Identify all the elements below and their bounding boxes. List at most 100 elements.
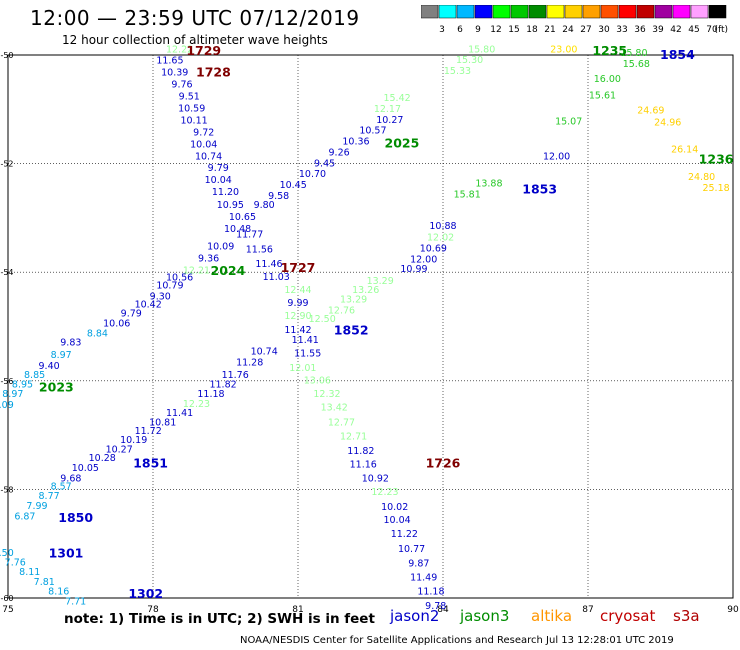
- legend-swatch: [546, 5, 565, 19]
- legend-swatch: [618, 5, 637, 19]
- wave-height-value: 10.04: [383, 515, 410, 526]
- pass-number-label: 1850: [58, 510, 93, 525]
- wave-height-value: 11.55: [294, 348, 321, 359]
- wave-height-value: 7.50: [0, 548, 14, 559]
- lon-tick-label: 78: [147, 605, 159, 615]
- wave-height-value: 9.79: [208, 163, 229, 174]
- credit-line: NOAA/NESDIS Center for Satellite Applica…: [240, 635, 674, 646]
- wave-height-value: 24.96: [654, 118, 681, 129]
- satellite-jason3-label: jason3: [460, 607, 510, 625]
- wave-height-value: 11.76: [222, 370, 249, 381]
- wave-height-value: 15.07: [555, 117, 582, 128]
- legend-label: 3: [439, 25, 445, 35]
- pass-number-label: 1301: [49, 545, 84, 560]
- wave-height-value: 10.48: [224, 224, 251, 235]
- wave-height-value: 8.11: [19, 567, 40, 578]
- legend-swatch: [636, 5, 655, 19]
- legend-swatch: [421, 5, 439, 19]
- legend-label: 30: [598, 25, 610, 35]
- pass-number-label: 1729: [186, 43, 221, 58]
- wave-height-value: 12.17: [374, 104, 401, 115]
- wave-height-value: 8.09: [0, 400, 14, 411]
- legend-swatch: [690, 5, 709, 19]
- wave-height-value: 25.18: [702, 183, 729, 194]
- wave-height-value: 10.28: [89, 453, 116, 464]
- satellite-s3a-label: s3a: [673, 607, 700, 625]
- wave-height-value: 10.99: [400, 264, 427, 275]
- wave-height-value: 13.42: [321, 403, 348, 414]
- wave-height-value: 8.77: [39, 491, 60, 502]
- wave-height-value: 9.76: [171, 80, 192, 91]
- wave-height-value: 16.00: [594, 74, 621, 85]
- wave-height-value: 10.19: [120, 435, 147, 446]
- lon-tick-label: 81: [292, 605, 303, 615]
- wave-height-value: 11.03: [263, 272, 290, 283]
- wave-height-value: 10.05: [72, 463, 99, 474]
- lon-tick-label: 90: [727, 605, 739, 615]
- pass-number-label: 1854: [660, 47, 695, 62]
- wave-height-value: 10.79: [156, 280, 183, 291]
- wave-height-value: 10.09: [207, 241, 234, 252]
- wave-height-value: 23.00: [550, 44, 577, 55]
- wave-height-value: 12.01: [289, 363, 316, 374]
- wave-height-value: 11.46: [255, 259, 282, 270]
- satellite-jason2-label: jason2: [390, 607, 440, 625]
- legend-label: 27: [580, 25, 591, 35]
- legend-label: 12: [490, 25, 501, 35]
- wave-height-value: 9.45: [314, 158, 335, 169]
- pass-number-label: 1236: [699, 152, 734, 167]
- wave-height-value: 10.92: [362, 473, 389, 484]
- wave-height-value: 11.16: [350, 460, 377, 471]
- wave-height-value: 10.69: [420, 244, 447, 255]
- wave-height-value: 15.30: [456, 55, 483, 66]
- wave-height-value: 13.29: [340, 295, 367, 306]
- wave-height-value: 10.74: [195, 151, 222, 162]
- wave-height-value: 12.23: [183, 399, 210, 410]
- wave-height-value: 9.26: [329, 147, 350, 158]
- legend-label: 42: [670, 25, 681, 35]
- wave-height-value: 8.97: [2, 389, 23, 400]
- wave-height-value: 13.29: [367, 276, 394, 287]
- pass-number-label: 1852: [334, 323, 369, 338]
- legend-label: 9: [475, 25, 481, 35]
- wave-height-value: 11.82: [209, 379, 236, 390]
- legend-swatch: [600, 5, 619, 19]
- lon-tick-label: 87: [582, 605, 593, 615]
- wave-height-value: 10.04: [205, 175, 232, 186]
- wave-height-value: 11.41: [166, 408, 193, 419]
- legend-swatch: [708, 5, 727, 19]
- wave-height-value: 11.22: [391, 529, 418, 540]
- wave-height-value: 10.45: [280, 180, 307, 191]
- lat-tick-label: -56: [0, 377, 13, 386]
- legend-swatch: [564, 5, 583, 19]
- lat-tick-label: -52: [0, 160, 13, 169]
- wave-height-value: 13.06: [304, 376, 331, 387]
- legend-swatch: [456, 5, 475, 19]
- wave-height-value: 7.71: [65, 597, 86, 608]
- legend-label: 21: [544, 25, 555, 35]
- wave-height-value: 11.77: [236, 229, 263, 240]
- wave-height-value: 9.30: [150, 291, 171, 302]
- pass-number-label: 1235: [592, 43, 627, 58]
- wave-height-value: 8.16: [48, 587, 69, 598]
- wave-height-value: 26.14: [671, 145, 698, 156]
- wave-height-value: 10.56: [166, 272, 193, 283]
- legend-label: 18: [526, 25, 538, 35]
- wave-height-value: 10.57: [359, 126, 386, 137]
- wave-height-value: 10.77: [398, 544, 425, 555]
- wave-height-value: 12.00: [410, 254, 437, 265]
- wave-height-value: 12.00: [543, 151, 570, 162]
- lat-tick-label: -58: [0, 485, 13, 494]
- pass-number-label: 2023: [39, 380, 74, 395]
- wave-height-value: 8.57: [51, 481, 72, 492]
- wave-height-value: 24.69: [637, 106, 664, 117]
- pass-number-label: 1726: [426, 456, 461, 471]
- wave-height-value: 9.72: [193, 127, 214, 138]
- page-subtitle: 12 hour collection of altimeter wave hei…: [62, 33, 328, 47]
- wave-height-value: 10.27: [376, 115, 403, 126]
- wave-height-value: 10.81: [149, 417, 176, 428]
- wave-height-value: 8.85: [24, 370, 45, 381]
- wave-height-value: 12.77: [328, 417, 355, 428]
- wave-height-value: 10.59: [178, 103, 205, 114]
